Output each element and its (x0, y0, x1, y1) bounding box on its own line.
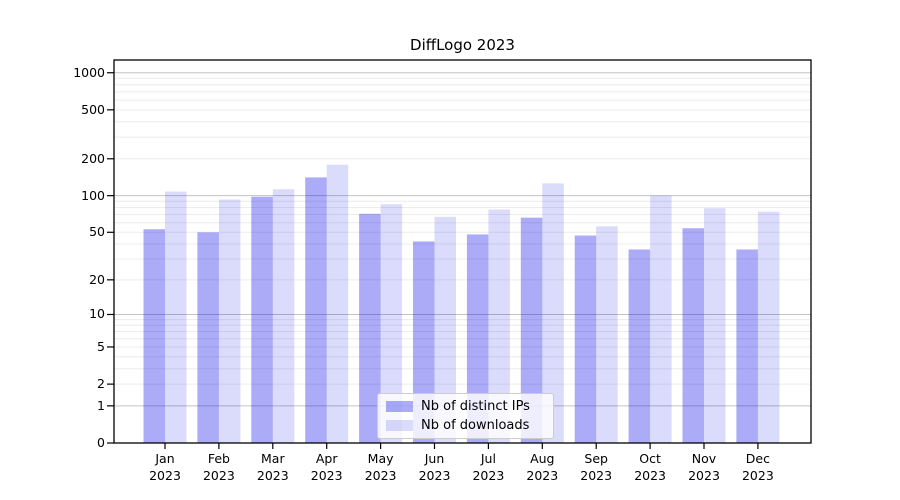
bar-downloads-nov (704, 208, 726, 443)
bar-downloads-jul (488, 209, 510, 443)
x-tick-label-apr: Apr 2023 (310, 451, 343, 483)
y-tick-label-1: 1 (97, 397, 105, 413)
legend-row-distinct-ips: Nb of distinct IPs (386, 399, 553, 414)
bar-downloads-mar (272, 189, 295, 443)
bar-distinct-ips-mar (251, 196, 273, 443)
x-tick-label-nov: Nov 2023 (688, 451, 720, 483)
legend-swatch-downloads (386, 420, 413, 431)
x-tick-label-jan: Jan 2023 (149, 451, 181, 483)
bar-distinct-ips-apr (305, 177, 327, 443)
bar-distinct-ips-nov (682, 228, 704, 443)
legend-swatch-distinct-ips (386, 401, 413, 412)
y-tick-label-2: 2 (97, 376, 105, 392)
bar-distinct-ips-jul (466, 234, 489, 443)
bar-downloads-feb (218, 199, 241, 443)
x-tick-label-feb: Feb 2023 (202, 451, 235, 483)
plot-frame (113, 59, 812, 444)
bar-distinct-ips-oct (628, 249, 651, 443)
bar-downloads-apr (326, 164, 349, 443)
bar-downloads-sep (596, 226, 618, 443)
y-tick-label-0: 0 (97, 435, 105, 450)
x-tick-label-aug: Aug 2023 (526, 451, 559, 483)
bar-downloads-jan (165, 191, 187, 443)
x-tick-label-jul: Jul 2023 (472, 451, 505, 483)
bar-distinct-ips-dec (736, 249, 758, 443)
bar-downloads-jun (434, 216, 456, 443)
x-tick-label-dec: Dec 2023 (741, 451, 774, 483)
legend-row-downloads: Nb of downloads (386, 418, 553, 433)
legend-label-distinct-ips: Nb of distinct IPs (421, 399, 530, 414)
bar-distinct-ips-feb (197, 232, 219, 443)
bar-downloads-aug (542, 183, 564, 443)
bar-downloads-dec (757, 211, 780, 443)
x-tick-label-may: May 2023 (364, 451, 397, 483)
y-tick-label-5: 5 (97, 338, 105, 354)
x-tick-label-sep: Sep 2023 (580, 451, 613, 483)
x-tick-label-mar: Mar 2023 (256, 451, 289, 483)
bar-distinct-ips-aug (520, 217, 543, 443)
bar-distinct-ips-may (359, 213, 381, 443)
y-tick-label-500: 500 (81, 101, 105, 117)
bar-downloads-may (380, 204, 403, 443)
y-tick-label-20: 20 (89, 271, 105, 287)
legend-label-downloads: Nb of downloads (421, 418, 530, 433)
y-tick-label-200: 200 (81, 150, 105, 166)
chart-title: DiffLogo 2023 (410, 36, 515, 54)
y-tick-label-10: 10 (89, 306, 105, 322)
x-tick-label-oct: Oct 2023 (634, 451, 666, 483)
y-tick-label-100: 100 (81, 187, 105, 203)
x-tick-label-jun: Jun 2023 (418, 451, 451, 483)
bar-downloads-oct (650, 195, 672, 443)
bar-distinct-ips-jan (143, 229, 165, 443)
bar-distinct-ips-jun (413, 241, 435, 443)
y-tick-label-50: 50 (89, 224, 105, 240)
bar-distinct-ips-sep (574, 235, 597, 443)
y-tick-label-1000: 1000 (73, 64, 105, 80)
legend: Nb of distinct IPs Nb of downloads (377, 393, 554, 439)
